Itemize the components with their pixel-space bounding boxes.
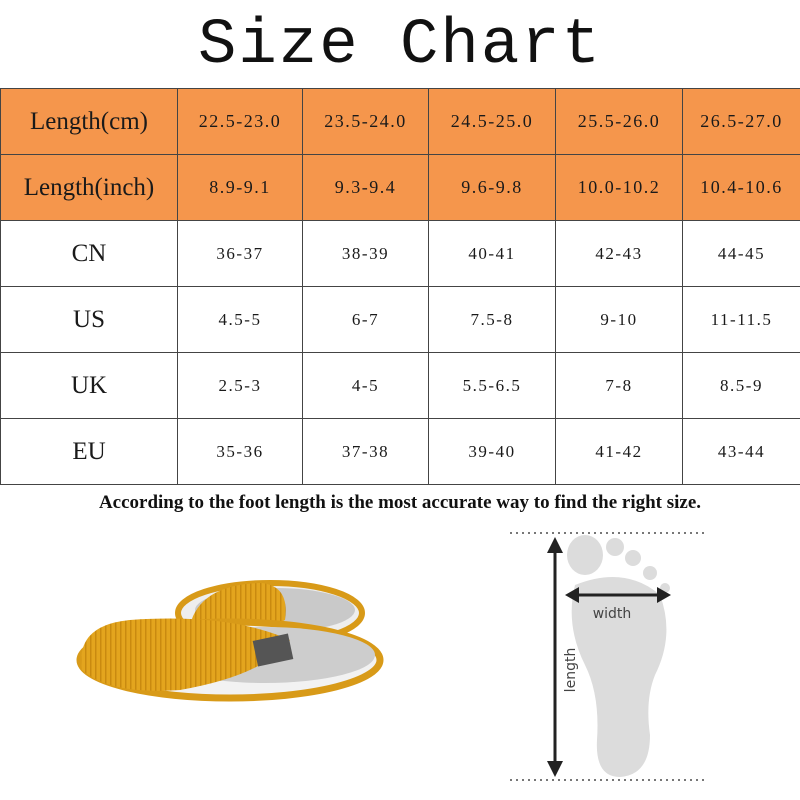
table-row: CN 36-37 38-39 40-41 42-43 44-45 [0,220,800,287]
row-label: Length(cm) [0,88,178,155]
size-cell: 39-40 [428,418,556,485]
length-label: length [563,648,579,693]
page-title: Size Chart [197,10,603,82]
size-cell: 8.9-9.1 [177,154,303,221]
size-cell: 8.5-9 [682,352,800,419]
table-row: Length(cm) 22.5-23.0 23.5-24.0 24.5-25.0 25.… [0,88,800,155]
measurement-note: According to the foot length is the most… [98,492,702,513]
size-cell: 2.5-3 [177,352,303,419]
size-cell: 9.3-9.4 [302,154,429,221]
size-cell: 36-37 [177,220,303,287]
slipper-image [76,580,384,702]
size-cell: 9-10 [555,286,683,353]
size-cell: 26.5-27.0 [682,88,800,155]
table-row: Length(inch) 8.9-9.1 9.3-9.4 9.6-9.8 10.0-10… [0,154,800,221]
size-cell: 41-42 [555,418,683,485]
size-cell: 7-8 [555,352,683,419]
size-cell: 6-7 [302,286,429,353]
size-cell: 40-41 [428,220,556,287]
size-cell: 35-36 [177,418,303,485]
foot-measurement-diagram: width length [510,532,705,781]
size-cell: 4-5 [302,352,429,419]
table-row: UK 2.5-3 4-5 5.5-6.5 7-8 8.5-9 [0,352,800,419]
size-cell: 42-43 [555,220,683,287]
size-cell: 22.5-23.0 [177,88,303,155]
size-cell: 38-39 [302,220,429,287]
row-label: CN [0,220,178,287]
size-table: Length(cm) 22.5-23.0 23.5-24.0 24.5-25.0 25.… [0,88,800,485]
size-cell: 10.4-10.6 [682,154,800,221]
row-label: US [0,286,178,353]
size-cell: 44-45 [682,220,800,287]
size-cell: 10.0-10.2 [555,154,683,221]
size-cell: 37-38 [302,418,429,485]
table-row: US 4.5-5 6-7 7.5-8 9-10 11-11.5 [0,286,800,353]
table-row: EU 35-36 37-38 39-40 41-42 43-44 [0,418,800,485]
width-label: width [593,606,632,622]
row-label: UK [0,352,178,419]
size-cell: 43-44 [682,418,800,485]
size-cell: 23.5-24.0 [302,88,429,155]
row-label: EU [0,418,178,485]
size-cell: 25.5-26.0 [555,88,683,155]
row-label: Length(inch) [0,154,178,221]
size-cell: 5.5-6.5 [428,352,556,419]
size-cell: 24.5-25.0 [428,88,556,155]
size-cell: 9.6-9.8 [428,154,556,221]
size-cell: 7.5-8 [428,286,556,353]
size-cell: 11-11.5 [682,286,800,353]
size-cell: 4.5-5 [177,286,303,353]
